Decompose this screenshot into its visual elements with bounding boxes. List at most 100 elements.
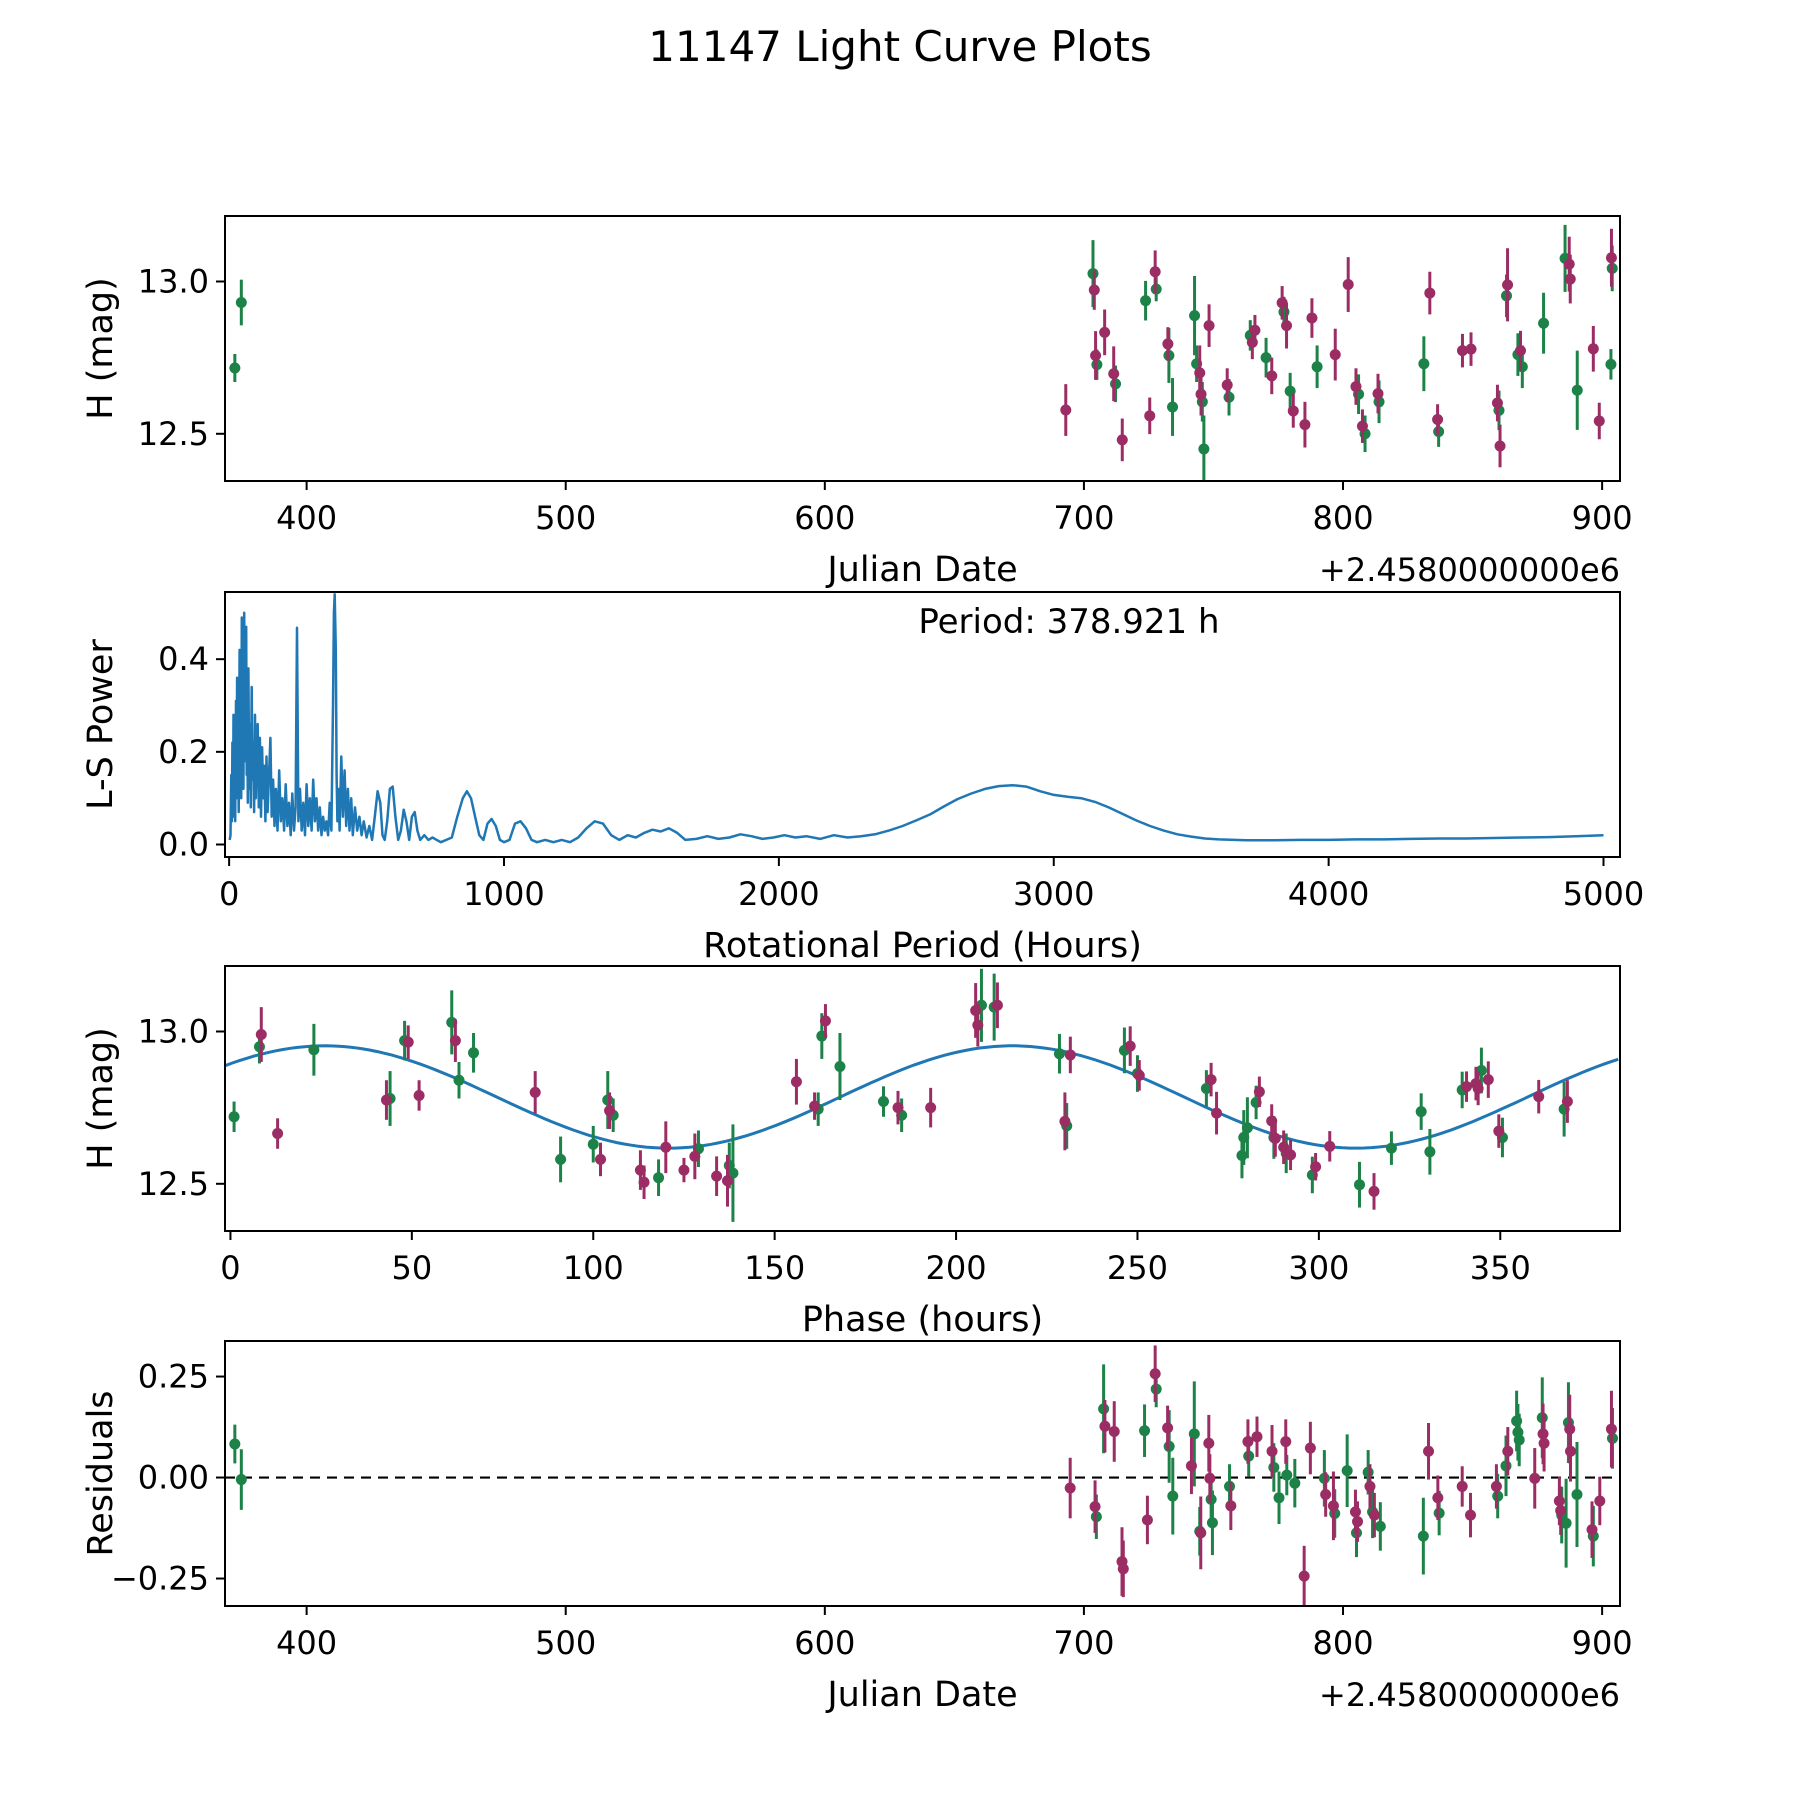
light-curve-purple-marker bbox=[1593, 415, 1605, 427]
periodogram-x-tick-label: 4000 bbox=[1288, 875, 1369, 913]
residuals-x-tick-label: 400 bbox=[276, 1624, 337, 1662]
phase-curve-purple-marker bbox=[449, 1035, 461, 1047]
light-curve-purple-marker bbox=[1090, 350, 1102, 362]
residuals-plot-area bbox=[225, 1345, 1620, 1606]
phase-curve-purple-marker bbox=[689, 1150, 701, 1162]
periodogram-x-tick-label: 5000 bbox=[1563, 875, 1644, 913]
residuals-ylabel: Residuals bbox=[81, 1390, 121, 1556]
residuals-green-marker bbox=[1206, 1517, 1218, 1529]
phase-curve-purple-marker bbox=[1533, 1091, 1545, 1103]
light-curve-purple-marker bbox=[1099, 326, 1111, 338]
phase-curve-x-tick-label: 150 bbox=[744, 1249, 805, 1287]
phase-curve-x-tick-label: 100 bbox=[563, 1249, 624, 1287]
light-curve-purple-marker bbox=[1502, 279, 1514, 291]
phase-curve-purple-marker bbox=[1133, 1069, 1145, 1081]
light-curve-green-marker bbox=[1167, 401, 1179, 413]
phase-curve-purple-marker bbox=[604, 1105, 616, 1117]
phase-curve-green-marker bbox=[727, 1167, 739, 1179]
phase-curve-y-tick-label: 12.5 bbox=[138, 1165, 209, 1203]
periodogram-axes-frame bbox=[224, 591, 1621, 858]
phase-curve-purple-marker bbox=[711, 1170, 723, 1182]
light-curve-purple-marker bbox=[1515, 345, 1527, 357]
light-curve-green-marker bbox=[1223, 391, 1235, 403]
subplot-residuals: 400 500 600 700 800 900 −0.25 0.00 0.25 Julian Da… bbox=[81, 1340, 1633, 1715]
residuals-purple-marker bbox=[1242, 1436, 1254, 1448]
light-curve-purple-marker bbox=[1356, 420, 1368, 432]
phase-curve-purple-marker bbox=[819, 1015, 831, 1027]
phase-curve-x-tick-label: 50 bbox=[391, 1249, 432, 1287]
residuals-purple-marker bbox=[1432, 1492, 1444, 1504]
light-curve-green-marker bbox=[235, 297, 247, 309]
light-curve-green-marker bbox=[1571, 384, 1583, 396]
residuals-green-marker bbox=[1341, 1465, 1353, 1477]
light-curve-purple-marker bbox=[1144, 410, 1156, 422]
phase-curve-x-tick-label: 300 bbox=[1288, 1249, 1349, 1287]
residuals-purple-marker bbox=[1464, 1509, 1476, 1521]
residuals-purple-marker bbox=[1423, 1445, 1435, 1457]
residuals-green-marker bbox=[1188, 1428, 1200, 1440]
residuals-purple-marker bbox=[1502, 1445, 1514, 1457]
light-curve-purple-marker bbox=[1221, 379, 1233, 391]
periodogram-power-line bbox=[228, 593, 1604, 844]
phase-curve-green-marker bbox=[1236, 1149, 1248, 1161]
residuals-purple-marker bbox=[1149, 1368, 1161, 1380]
light-curve-green-marker bbox=[1140, 295, 1152, 307]
residuals-green-marker bbox=[1560, 1517, 1572, 1529]
light-curve-y-tick-label: 13.0 bbox=[138, 262, 209, 300]
phase-curve-green-marker bbox=[1354, 1179, 1366, 1191]
phase-curve-purple-marker bbox=[1482, 1074, 1494, 1086]
light-curve-purple-marker bbox=[1494, 440, 1506, 452]
residuals-purple-marker bbox=[1280, 1436, 1292, 1448]
residuals-purple-marker bbox=[1185, 1460, 1197, 1472]
phase-curve-green-marker bbox=[1424, 1146, 1436, 1158]
light-curve-purple-marker bbox=[1350, 381, 1362, 393]
residuals-purple-marker bbox=[1327, 1500, 1339, 1512]
light-curve-purple-marker bbox=[1088, 284, 1100, 296]
periodogram-y-tick-label: 0.2 bbox=[158, 733, 209, 771]
residuals-purple-marker bbox=[1364, 1480, 1376, 1492]
phase-curve-purple-marker bbox=[1561, 1096, 1573, 1108]
residuals-y-tick-label: 0.25 bbox=[138, 1358, 209, 1396]
residuals-x-tick-label: 900 bbox=[1572, 1624, 1633, 1662]
light-curve-green-marker bbox=[229, 362, 241, 374]
light-curve-x-tick-label: 900 bbox=[1572, 499, 1633, 537]
residuals-purple-marker bbox=[1117, 1563, 1129, 1575]
light-curve-ylabel: H (mag) bbox=[81, 277, 121, 420]
residuals-purple-marker bbox=[1586, 1524, 1598, 1536]
residuals-x-tick-label: 800 bbox=[1312, 1624, 1373, 1662]
phase-curve-purple-marker bbox=[638, 1176, 650, 1188]
periodogram-ylabel: L-S Power bbox=[81, 639, 121, 810]
light-curve-purple-marker bbox=[1329, 349, 1341, 361]
figure-title: 11147 Light Curve Plots bbox=[648, 22, 1152, 71]
light-curve-green-marker bbox=[1110, 378, 1122, 390]
light-curve-green-marker bbox=[1260, 352, 1272, 364]
residuals-purple-marker bbox=[1352, 1516, 1364, 1528]
light-curve-purple-marker bbox=[1266, 370, 1278, 382]
phase-curve-purple-marker bbox=[380, 1094, 392, 1106]
light-curve-green-marker bbox=[1516, 361, 1528, 373]
light-curve-x-tick-label: 400 bbox=[276, 499, 337, 537]
residuals-purple-marker bbox=[1204, 1472, 1216, 1484]
residuals-green-marker bbox=[1281, 1469, 1293, 1481]
phase-curve-purple-marker bbox=[1368, 1185, 1380, 1197]
phase-curve-model-curve bbox=[225, 1044, 1619, 1150]
residuals-xlabel: Julian Date bbox=[825, 1675, 1017, 1715]
phase-curve-purple-marker bbox=[529, 1086, 541, 1098]
light-curve-x-tick-label: 700 bbox=[1053, 499, 1114, 537]
residuals-green-marker bbox=[1362, 1466, 1374, 1478]
light-curve-purple-marker bbox=[1372, 388, 1384, 400]
phase-curve-purple-marker bbox=[809, 1100, 821, 1112]
phase-curve-green-marker bbox=[555, 1153, 567, 1165]
residuals-green-marker bbox=[1139, 1425, 1151, 1437]
residuals-purple-marker bbox=[1304, 1442, 1316, 1454]
residuals-purple-marker bbox=[1555, 1505, 1567, 1517]
residuals-green-marker bbox=[1167, 1490, 1179, 1502]
residuals-purple-marker bbox=[1251, 1431, 1263, 1443]
light-curve-purple-marker bbox=[1564, 273, 1576, 285]
residuals-green-marker bbox=[1273, 1492, 1285, 1504]
residuals-axes-frame bbox=[224, 1340, 1621, 1607]
residuals-y-tick-label: −0.25 bbox=[111, 1560, 209, 1598]
light-curve-plot-area bbox=[229, 224, 1618, 481]
residuals-green-marker bbox=[1417, 1530, 1429, 1542]
residuals-purple-marker bbox=[1203, 1437, 1215, 1449]
